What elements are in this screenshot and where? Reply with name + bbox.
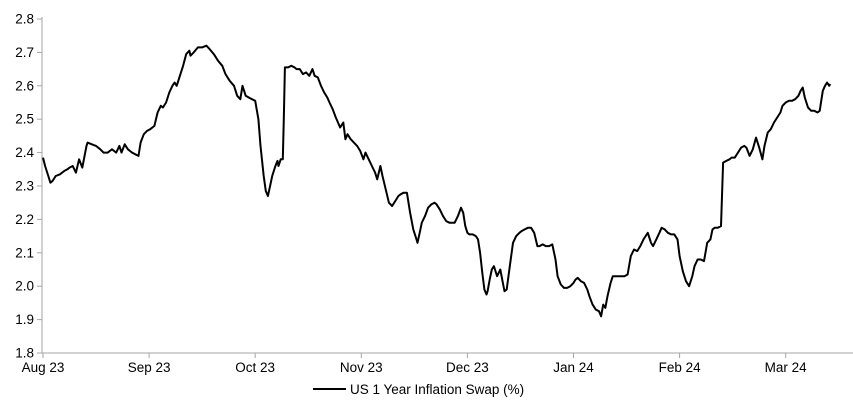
- y-tick-label: 1.8: [15, 346, 34, 361]
- y-tick-label: 2.0: [15, 279, 34, 294]
- x-tick-label: Nov 23: [340, 360, 383, 375]
- legend-label: US 1 Year Inflation Swap (%): [350, 382, 524, 397]
- y-tick-label: 2.5: [15, 112, 34, 127]
- x-tick-label: Mar 24: [765, 360, 808, 375]
- y-tick-label: 2.4: [15, 145, 34, 160]
- series: [42, 44, 832, 318]
- y-tick-label: 1.9: [15, 312, 34, 327]
- y-tick-label: 2.3: [15, 179, 34, 194]
- series-line: [42, 44, 832, 318]
- axes: 1.8 1.9 2.0 2.1 2.2 2.3 2.4 2.5 2.6 2.7 2.8 Aug 23 S…: [15, 12, 853, 375]
- x-tick-label: Dec 23: [446, 360, 489, 375]
- x-tick-label: Jan 24: [553, 360, 594, 375]
- x-tick-label: Aug 23: [22, 360, 65, 375]
- y-tick-label: 2.8: [15, 12, 34, 27]
- y-tick-label: 2.7: [15, 45, 34, 60]
- x-tick-label: Oct 23: [235, 360, 275, 375]
- y-tick-label: 2.2: [15, 212, 34, 227]
- x-tick-label: Feb 24: [659, 360, 702, 375]
- y-tick-label: 2.6: [15, 78, 34, 93]
- y-tick-label: 2.1: [15, 245, 34, 260]
- legend: US 1 Year Inflation Swap (%): [313, 382, 524, 397]
- x-tick-label: Sep 23: [128, 360, 171, 375]
